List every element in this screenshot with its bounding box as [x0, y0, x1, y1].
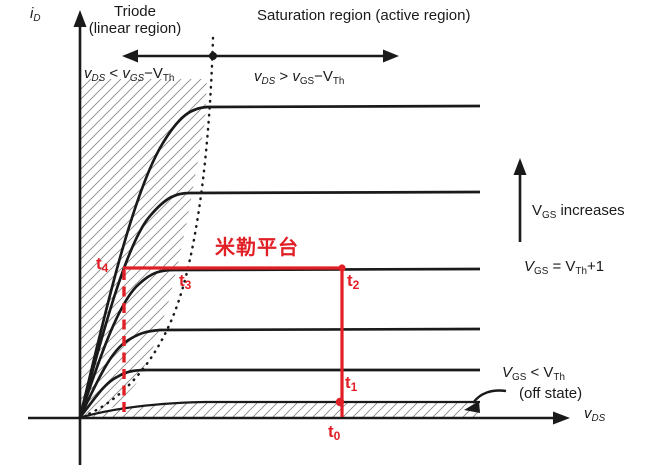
output-curve-3-miller-level [78, 267, 481, 418]
time-label-t3: t3 [179, 272, 191, 291]
off-state-pointer-arrow [464, 389, 507, 413]
t2-base: t [347, 271, 353, 290]
saturation-region-title: Saturation region (active region) [257, 7, 471, 24]
t1-point-dot [335, 397, 345, 407]
t1-sub: 1 [350, 380, 358, 394]
vgs-off-condition-label: VGS < VTh [502, 364, 565, 383]
vgs-increases-label: VGS increases [532, 202, 625, 221]
saturation-condition: vDS > vGS−VTh [254, 68, 345, 87]
t1-base: t [345, 373, 351, 392]
t0-base: t [328, 422, 334, 441]
t2-corner-dot [338, 264, 346, 272]
t4-sub: 4 [101, 261, 109, 275]
output-curve-2 [78, 190, 481, 418]
time-label-t2: t2 [347, 272, 359, 291]
y-axis [73, 10, 87, 465]
t4-base: t [96, 254, 102, 273]
vgs-equals-label: VGS = VTh+1 [524, 258, 605, 277]
output-curve-1 [78, 104, 481, 418]
t3-sub: 3 [184, 278, 192, 292]
x-axis-label: vDS [584, 405, 606, 424]
triode-range-arrow [122, 49, 210, 63]
boundary-dot [209, 52, 217, 60]
switching-trajectory [122, 264, 346, 417]
time-label-t0: t0 [328, 423, 340, 442]
triode-condition: vDS < vGS−VTh [84, 65, 175, 84]
output-curves [78, 104, 481, 418]
miller-plateau-label: 米勒平台 [215, 237, 299, 259]
triode-region-title: Triode (linear region) [76, 3, 194, 38]
saturation-range-arrow [216, 49, 399, 63]
output-curve-4 [78, 327, 481, 418]
triode-region-title-line1: Triode [114, 3, 156, 20]
saturation-boundary-dotted-line [82, 36, 215, 418]
triode-hatch-region [80, 79, 207, 418]
output-curve-5 [78, 368, 480, 418]
t2-sub: 2 [352, 278, 360, 292]
t0-sub: 0 [333, 429, 341, 443]
off-state-band-top-line [81, 400, 480, 419]
triode-region-title-line2: (linear region) [88, 19, 182, 37]
off-state-band-fill [82, 402, 480, 417]
t3-base: t [179, 271, 185, 290]
off-state-label: (off state) [519, 385, 583, 402]
vgs-increase-arrow [513, 158, 527, 242]
time-label-t1: t1 [345, 374, 357, 393]
y-axis-label: iD [30, 5, 41, 24]
x-axis [28, 411, 570, 425]
time-label-t4: t4 [96, 255, 108, 274]
